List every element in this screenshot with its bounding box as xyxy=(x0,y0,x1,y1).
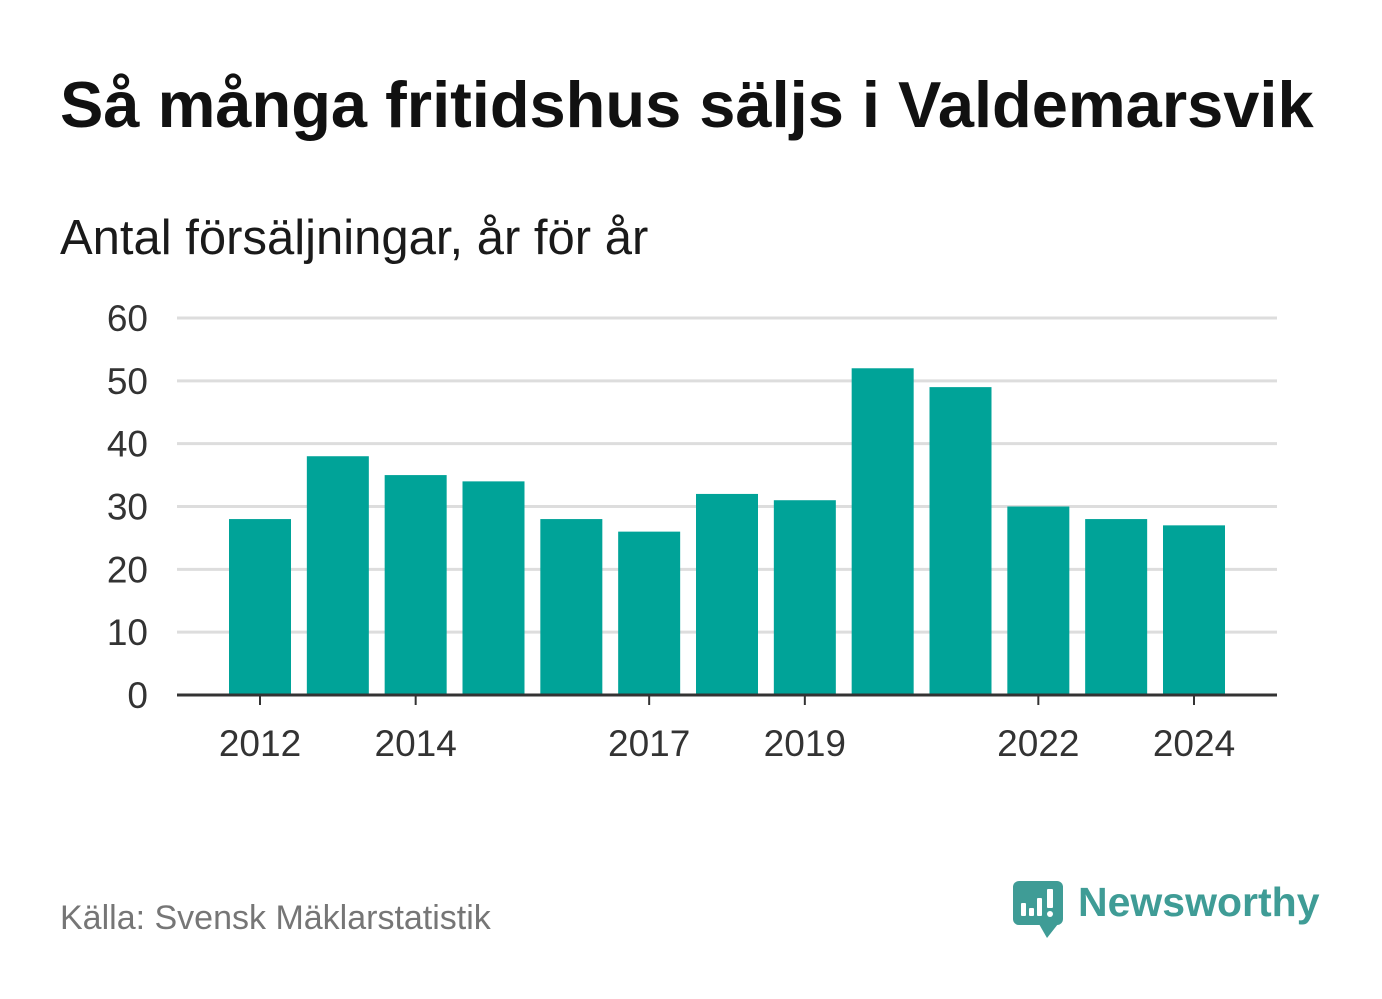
y-axis-labels: 0 10 20 30 40 50 60 xyxy=(107,298,148,716)
newsworthy-logo: Newsworthy xyxy=(1012,880,1332,942)
y-tick-label: 40 xyxy=(107,424,148,465)
x-tick-label: 2022 xyxy=(997,723,1079,764)
bar-2022 xyxy=(1007,506,1070,695)
bar-2023 xyxy=(1085,519,1148,695)
x-axis xyxy=(177,693,1277,705)
x-tick-label: 2017 xyxy=(608,723,690,764)
bar-2013 xyxy=(306,456,369,695)
bar-chart: 0 10 20 30 40 50 60 2012 2014 2017 2019 2022 2024 xyxy=(107,298,1277,764)
y-tick-label: 10 xyxy=(107,612,148,653)
y-tick-label: 30 xyxy=(107,487,148,528)
icon-bar xyxy=(1037,898,1042,916)
icon-bar xyxy=(1021,903,1026,916)
bar-2016 xyxy=(540,519,603,695)
y-tick-label: 60 xyxy=(107,298,148,339)
bars xyxy=(229,368,1225,695)
icon-bar xyxy=(1029,908,1034,916)
y-tick-label: 0 xyxy=(127,675,148,716)
chart-title: Så många fritidshus säljs i Valdemarsvik xyxy=(60,68,1314,141)
bar-2021 xyxy=(929,387,992,695)
bar-2017 xyxy=(618,531,681,695)
icon-bubble-tail xyxy=(1039,924,1058,938)
bar-2019 xyxy=(773,500,836,695)
x-tick-label: 2012 xyxy=(219,723,301,764)
y-tick-label: 20 xyxy=(107,549,148,590)
bar-2015 xyxy=(462,481,525,695)
chart-speech-bubble-icon xyxy=(1013,881,1063,938)
bar-2018 xyxy=(696,493,758,695)
x-tick-label: 2019 xyxy=(764,723,846,764)
source-note: Källa: Svensk Mäklarstatistik xyxy=(60,899,491,937)
icon-exclamation-dot xyxy=(1047,911,1053,917)
x-tick-label: 2014 xyxy=(375,723,457,764)
x-axis-labels: 2012 2014 2017 2019 2022 2024 xyxy=(219,723,1235,764)
bar-2012 xyxy=(229,519,291,695)
bar-2014 xyxy=(384,475,447,695)
logo-wordmark: Newsworthy xyxy=(1078,879,1320,925)
bar-2020 xyxy=(851,368,914,695)
bar-2024 xyxy=(1163,525,1225,695)
icon-exclamation-bar xyxy=(1047,889,1053,908)
chart-subtitle: Antal försäljningar, år för år xyxy=(60,211,649,265)
y-tick-label: 50 xyxy=(107,361,148,402)
x-tick-label: 2024 xyxy=(1153,723,1235,764)
